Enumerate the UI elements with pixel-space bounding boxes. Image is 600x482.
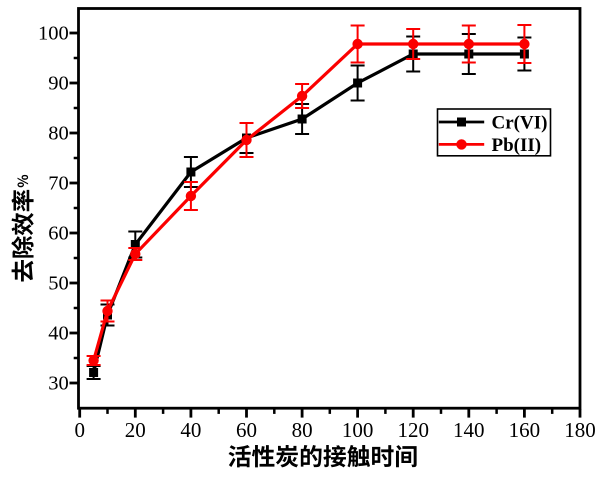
svg-text:30: 30 [48,372,69,394]
svg-text:40: 40 [180,418,201,442]
svg-text:80: 80 [48,122,69,144]
svg-text:60: 60 [48,222,69,244]
svg-text:70: 70 [48,172,69,194]
svg-text:160: 160 [509,418,541,442]
svg-text:60: 60 [236,418,257,442]
svg-text:140: 140 [453,418,485,442]
svg-text:120: 120 [397,418,429,442]
svg-text:Pb(II): Pb(II) [492,135,542,156]
svg-text:90: 90 [48,72,69,94]
svg-text:50: 50 [48,272,69,294]
svg-text:100: 100 [342,418,374,442]
svg-text:80: 80 [292,418,313,442]
svg-text:20: 20 [125,418,146,442]
svg-text:0: 0 [74,418,85,442]
svg-text:Cr(VI): Cr(VI) [492,112,548,133]
svg-text:100: 100 [38,22,69,44]
svg-text:180: 180 [564,418,596,442]
svg-text:40: 40 [48,322,69,344]
